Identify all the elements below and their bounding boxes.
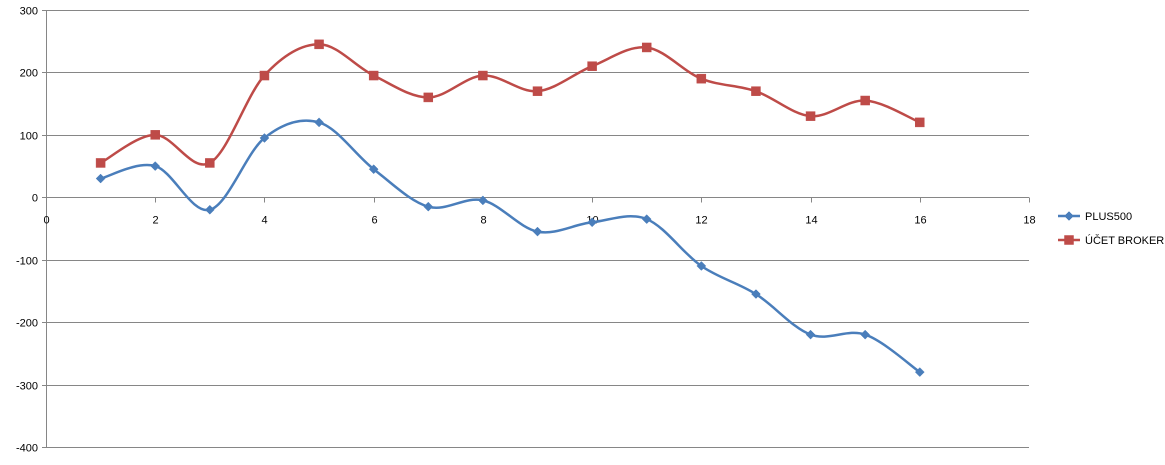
legend-label: ÚČET BROKER <box>1085 234 1164 247</box>
y-tick-label: 100 <box>20 131 38 143</box>
y-tick-label: 0 <box>32 193 38 205</box>
data-point <box>150 161 161 171</box>
data-point <box>860 329 871 340</box>
x-tick-label: 2 <box>152 215 158 227</box>
x-tick-label: 6 <box>371 215 377 227</box>
legend: PLUS500 ÚČET BROKER <box>1058 211 1164 247</box>
data-point <box>751 289 761 299</box>
legend-label: PLUS500 <box>1085 211 1132 223</box>
x-tick-label: 18 <box>1023 215 1035 227</box>
x-axis: 024681012141618 <box>43 10 1036 447</box>
legend-item-1: PLUS500 <box>1058 211 1132 223</box>
data-point <box>314 39 324 50</box>
data-point <box>641 42 652 53</box>
legend-marker <box>1064 235 1074 245</box>
data-point <box>478 70 488 81</box>
series-line <box>99 43 922 166</box>
data-point <box>95 173 106 184</box>
x-tick-label: 12 <box>695 215 707 227</box>
series-1 <box>95 117 925 377</box>
data-point <box>914 367 925 377</box>
data-point <box>915 117 925 128</box>
data-point <box>478 195 488 206</box>
data-point <box>423 201 434 212</box>
data-point <box>805 329 816 340</box>
data-point <box>860 95 870 106</box>
data-point <box>314 117 324 128</box>
series-layer <box>95 39 925 377</box>
data-point <box>696 261 707 271</box>
x-tick-label: 0 <box>43 215 49 227</box>
y-tick-label: -400 <box>16 443 38 455</box>
data-point <box>805 111 816 121</box>
data-point <box>368 164 379 175</box>
data-point <box>587 61 597 71</box>
data-point <box>696 73 707 84</box>
y-tick-label: 200 <box>20 68 38 80</box>
data-point <box>205 158 215 168</box>
data-point <box>532 226 543 237</box>
data-point <box>641 214 652 224</box>
y-axis-tick-labels: 300 200 100 0 -100 -200 -300 -400 <box>16 6 46 455</box>
data-point <box>204 204 215 215</box>
x-tick-label: 4 <box>261 215 267 227</box>
data-point <box>259 133 270 143</box>
data-point <box>532 86 543 96</box>
legend-item-2: ÚČET BROKER <box>1058 234 1164 247</box>
data-point <box>587 217 597 228</box>
y-tick-label: -200 <box>16 318 38 330</box>
y-tick-label: -300 <box>16 381 38 393</box>
x-tick-label: 16 <box>914 215 926 227</box>
series-line <box>99 119 922 374</box>
x-tick-label: 14 <box>805 215 817 227</box>
data-point <box>150 130 160 140</box>
y-tick-label: -100 <box>16 256 38 268</box>
data-point <box>423 92 434 103</box>
data-point <box>751 86 761 96</box>
legend-marker <box>1064 211 1074 221</box>
y-tick-label: 300 <box>20 6 38 18</box>
data-point <box>368 70 379 81</box>
data-point <box>259 70 270 81</box>
series-2 <box>95 39 925 168</box>
data-point <box>95 158 106 168</box>
x-tick-label: 8 <box>480 215 486 227</box>
